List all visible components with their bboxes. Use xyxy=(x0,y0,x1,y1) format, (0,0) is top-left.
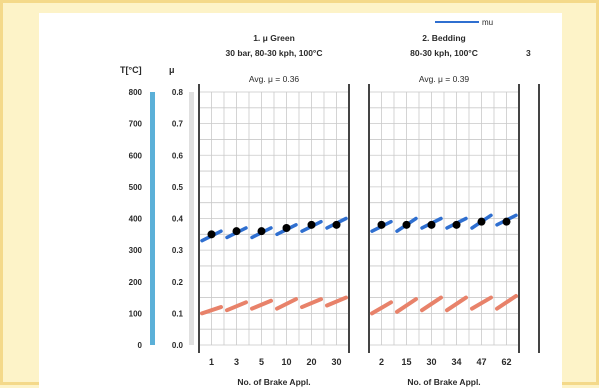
temperature-segment xyxy=(395,297,418,314)
mu-data-point xyxy=(377,220,386,229)
mu-data-point xyxy=(332,220,341,229)
temperature-tick-label: 300 xyxy=(129,246,143,255)
x-tick-label: 30 xyxy=(426,357,436,367)
mu-tick-label: 0.8 xyxy=(172,88,184,97)
x-tick-label: 3 xyxy=(234,357,239,367)
x-tick-label: 20 xyxy=(306,357,316,367)
mu-data-point xyxy=(402,220,411,229)
mu-data-point xyxy=(307,220,316,229)
x-tick-label: 5 xyxy=(259,357,264,367)
panel-title-line: 80-30 kph, 100°C xyxy=(410,48,478,58)
temperature-segment xyxy=(445,295,468,313)
mu-tick-label: 0.3 xyxy=(172,246,184,255)
x-tick-label: 2 xyxy=(379,357,384,367)
panel-title-line: 1. μ Green xyxy=(253,33,295,43)
panel-title-line: 30 bar, 80-30 kph, 100°C xyxy=(226,48,323,58)
mu-axis-bar xyxy=(189,92,194,345)
x-axis-label: No. of Brake Appl. xyxy=(237,377,310,387)
temperature-tick-label: 600 xyxy=(129,151,143,160)
x-tick-label: 30 xyxy=(331,357,341,367)
x-tick-label: 1 xyxy=(209,357,214,367)
temperature-segment xyxy=(495,293,518,311)
mu-data-point xyxy=(477,217,486,226)
mu-tick-label: 0.1 xyxy=(172,309,184,318)
temperature-axis-label: T[°C] xyxy=(120,65,142,75)
temperature-tick-label: 400 xyxy=(129,215,143,224)
mu-data-point xyxy=(427,220,436,229)
mu-tick-label: 0.6 xyxy=(172,151,184,160)
temperature-segment xyxy=(250,298,273,311)
temperature-tick-label: 0 xyxy=(138,341,143,350)
temperature-tick-label: 700 xyxy=(129,120,143,129)
temperature-tick-label: 200 xyxy=(129,278,143,287)
temperature-tick-label: 100 xyxy=(129,309,143,318)
panel-title-partial: 3 xyxy=(526,48,531,58)
mu-data-point xyxy=(502,217,511,226)
x-tick-label: 15 xyxy=(401,357,411,367)
mu-tick-label: 0.2 xyxy=(172,278,184,287)
x-tick-label: 34 xyxy=(451,357,461,367)
mu-tick-label: 0.7 xyxy=(172,120,184,129)
mu-tick-label: 0.5 xyxy=(172,183,184,192)
panel-avg-mu: Avg. μ = 0.39 xyxy=(419,74,470,84)
mu-data-point xyxy=(257,227,266,236)
mu-data-point xyxy=(282,223,291,232)
temperature-segment xyxy=(200,305,223,316)
chart-panel: T[°C] μ 800 700 600 500 400 300 200 100 0 0.8 0.7 0.6… xyxy=(39,13,562,388)
x-tick-label: 47 xyxy=(476,357,486,367)
temperature-tick-label: 500 xyxy=(129,183,143,192)
panel-avg-mu: Avg. μ = 0.36 xyxy=(249,74,300,84)
temperature-segment xyxy=(370,300,393,316)
mu-tick-label: 0.4 xyxy=(172,215,184,224)
temperature-axis-bar xyxy=(150,92,155,345)
panel-title-line: 2. Bedding xyxy=(422,33,465,43)
temperature-segment xyxy=(420,295,443,313)
temperature-tick-label: 800 xyxy=(129,88,143,97)
mu-data-point xyxy=(207,230,216,239)
temperature-segment xyxy=(470,295,493,311)
temperature-segment xyxy=(275,297,298,311)
legend-label-mu: mu xyxy=(482,18,493,27)
x-axis-label: No. of Brake Appl. xyxy=(407,377,480,387)
friction-temperature-chart: T[°C] μ 800 700 600 500 400 300 200 100 0 0.8 0.7 0.6… xyxy=(120,18,540,387)
temperature-segment xyxy=(300,297,323,310)
temperature-segment xyxy=(325,295,348,308)
mu-data-point xyxy=(452,220,461,229)
mu-axis-label: μ xyxy=(169,65,175,75)
x-tick-label: 10 xyxy=(281,357,291,367)
mu-data-point xyxy=(232,227,241,236)
mu-tick-label: 0.0 xyxy=(172,341,184,350)
temperature-segment xyxy=(225,300,248,313)
x-tick-label: 62 xyxy=(501,357,511,367)
